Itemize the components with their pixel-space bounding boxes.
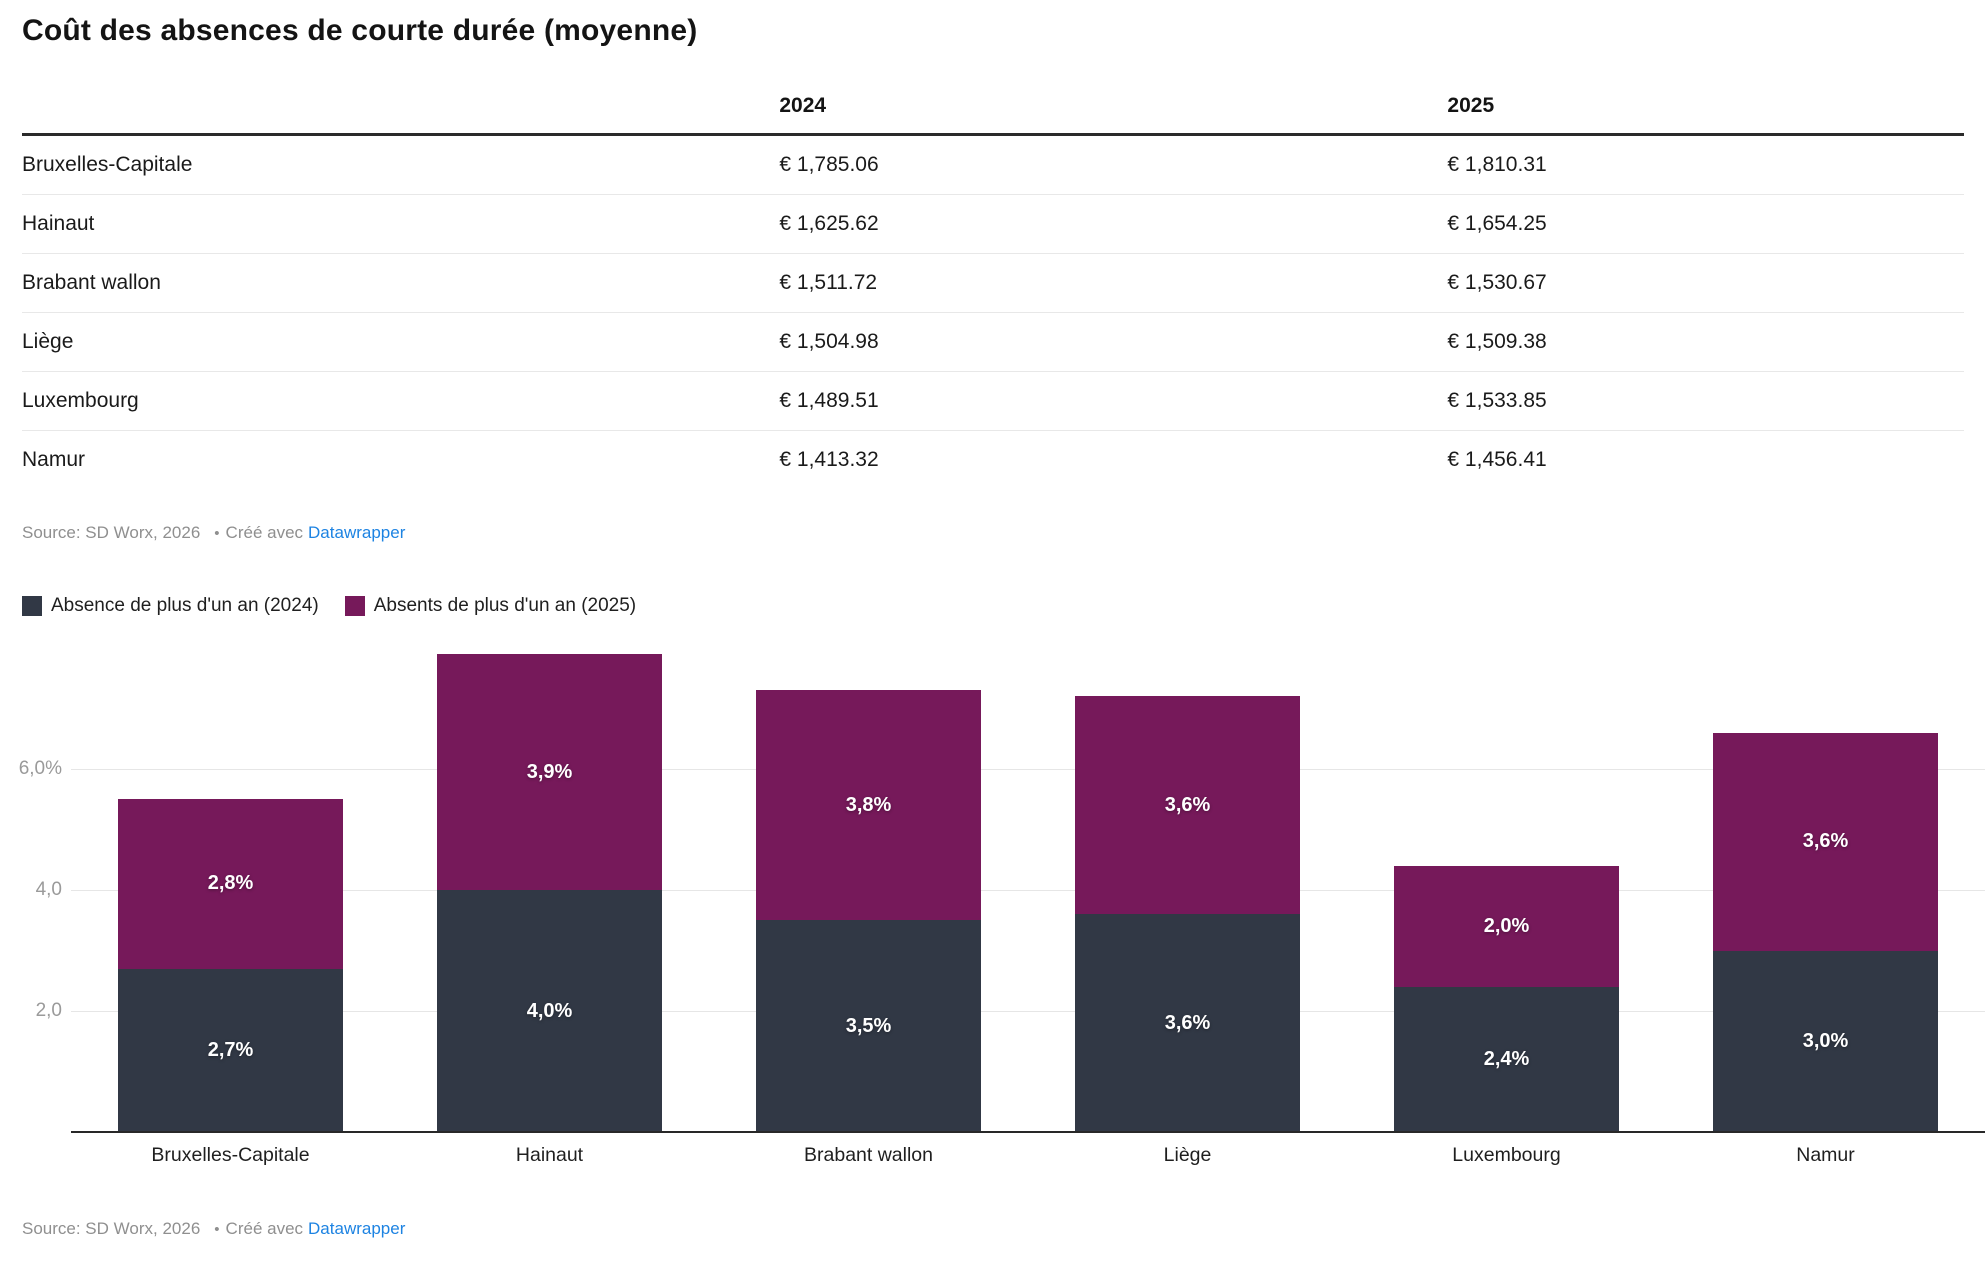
legend-label-2024: Absence de plus d'un an (2024) <box>51 595 319 616</box>
value-2025: € 1,533.85 <box>1447 371 1964 431</box>
x-axis-label: Brabant wallon <box>804 1144 933 1166</box>
bar-segment: 3,8% <box>756 690 981 921</box>
row-label: Brabant wallon <box>22 253 780 313</box>
bar-segment: 3,0% <box>1713 950 1938 1132</box>
datawrapper-link[interactable]: Datawrapper <box>308 1219 406 1238</box>
legend-label-2025: Absents de plus d'un an (2025) <box>373 595 637 616</box>
bar-value-label: 3,0% <box>1802 1029 1849 1052</box>
bar-segment: 4,0% <box>437 890 662 1132</box>
bar-segment: 3,9% <box>437 654 662 890</box>
column-header-region <box>22 64 780 136</box>
source-text: Source: SD Worx, 2026 <box>22 1219 201 1238</box>
x-axis-baseline <box>71 1131 1985 1133</box>
table-row: Namur € 1,413.32 € 1,456.41 <box>22 430 1964 489</box>
row-label: Luxembourg <box>22 371 780 431</box>
bar-segment: 3,6% <box>1713 732 1938 951</box>
row-label: Namur <box>22 430 780 489</box>
bar-segment: 3,5% <box>756 920 981 1132</box>
column-header-2025: 2025 <box>1447 64 1964 136</box>
table-row: Luxembourg € 1,489.51 € 1,533.85 <box>22 371 1964 431</box>
y-tick-label: 6,0% <box>18 758 62 779</box>
gridline <box>71 769 1985 770</box>
value-2024: € 1,511.72 <box>779 253 1448 313</box>
chart-source-line: Source: SD Worx, 2026 • Créé avec Datawrapp… <box>22 1219 1964 1239</box>
table-row: Brabant wallon € 1,511.72 € 1,530.67 <box>22 253 1964 313</box>
x-axis-label: Luxembourg <box>1452 1144 1561 1166</box>
value-2024: € 1,785.06 <box>779 153 879 176</box>
row-label: Hainaut <box>22 194 780 254</box>
value-2025: € 1,509.38 <box>1447 312 1964 372</box>
value-2024: € 1,625.62 <box>779 194 1448 254</box>
bar-segment: 3,6% <box>1075 914 1300 1132</box>
source-separator: • <box>214 1221 220 1238</box>
bar-value-label: 3,5% <box>845 1014 892 1037</box>
chart-plot-area: 2,7% 2,8% 4,0% 3,9% 3,5% 3,8% 3,6% 3,6% 2,4% 2,0%… <box>71 627 1985 1133</box>
legend-swatch-2025 <box>344 596 365 616</box>
x-axis-label: Namur <box>1796 1144 1855 1166</box>
bar-value-label: 4,0% <box>526 999 573 1022</box>
chart-legend: Absence de plus d'un an (2024) Absents d… <box>22 595 1964 617</box>
bar-value-label: 3,6% <box>1802 830 1849 853</box>
legend-item-2024: Absence de plus d'un an (2024) <box>22 595 319 617</box>
bar-value-label: 2,8% <box>207 872 254 895</box>
bar-value-label: 3,8% <box>845 793 892 816</box>
page-title: Coût des absences de courte durée (moyen… <box>22 14 698 47</box>
y-tick-label: 2,0 <box>35 1000 62 1021</box>
y-tick-label: 4,0 <box>35 879 62 900</box>
created-with-text: Créé avec <box>225 1219 304 1238</box>
legend-item-2025: Absents de plus d'un an (2025) <box>344 595 637 617</box>
x-axis-label: Bruxelles-Capitale <box>151 1144 310 1166</box>
gridline <box>71 1011 1985 1012</box>
value-2025: € 1,530.67 <box>1447 253 1964 313</box>
bar-segment: 2,8% <box>118 799 343 969</box>
x-axis-label: Liège <box>1163 1144 1212 1166</box>
source-separator: • <box>214 525 220 542</box>
row-label: Liège <box>22 312 780 372</box>
bar-value-label: 2,7% <box>207 1038 254 1061</box>
value-2024: € 1,489.51 <box>779 371 1448 431</box>
legend-swatch-2024 <box>22 596 42 616</box>
bar-segment: 2,4% <box>1394 986 1619 1132</box>
bar-segment: 3,6% <box>1075 696 1300 915</box>
table-header-row: 2024 2025 <box>22 64 1964 136</box>
table-row: Hainaut € 1,625.62 € 1,654.25 <box>22 194 1964 254</box>
row-label: Bruxelles-Capitale <box>22 153 193 176</box>
bar-value-label: 2,0% <box>1483 914 1530 937</box>
table-row: Liège € 1,504.98 € 1,509.38 <box>22 312 1964 372</box>
datawrapper-link[interactable]: Datawrapper <box>308 523 406 542</box>
bar-value-label: 2,4% <box>1483 1047 1530 1070</box>
stacked-bar-chart: 2,7% 2,8% 4,0% 3,9% 3,5% 3,8% 3,6% 3,6% 2,4% 2,0%… <box>0 627 1988 1183</box>
bar-value-label: 3,6% <box>1164 1011 1211 1034</box>
value-2025: € 1,456.41 <box>1447 430 1964 489</box>
header-section: Coût des absences de courte durée (moyen… <box>0 14 1988 617</box>
cost-table: 2024 2025 Bruxelles-Capitale € 1,785.06 … <box>22 64 1964 489</box>
x-axis-label: Hainaut <box>515 1144 584 1166</box>
table-source-line: Source: SD Worx, 2026 • Créé avec Datawrapp… <box>22 523 1964 543</box>
value-2024: € 1,504.98 <box>779 312 1448 372</box>
column-header-2024: 2024 <box>779 64 1448 136</box>
gridline <box>71 890 1985 891</box>
value-2025: € 1,654.25 <box>1447 194 1964 254</box>
bar-value-label: 3,9% <box>526 760 573 783</box>
created-with-text: Créé avec <box>225 523 304 542</box>
bar-segment: 2,0% <box>1394 865 1619 987</box>
table-row: Bruxelles-Capitale € 1,785.06 € 1,810.31 <box>22 135 1964 195</box>
value-2025: € 1,810.31 <box>1447 153 1547 176</box>
value-2024: € 1,413.32 <box>779 430 1448 489</box>
source-text: Source: SD Worx, 2026 <box>22 523 201 542</box>
bar-segment: 2,7% <box>118 968 343 1132</box>
bar-value-label: 3,6% <box>1164 793 1211 816</box>
